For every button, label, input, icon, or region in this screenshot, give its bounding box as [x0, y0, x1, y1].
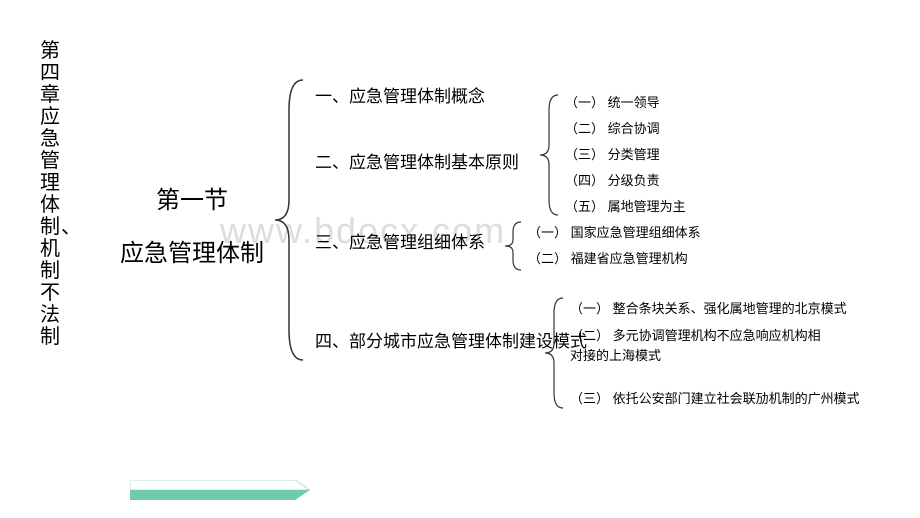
topic-1-text: 应急管理体制概念 [349, 87, 485, 106]
detail-b-5: （五） 属地管理为主 [565, 196, 686, 215]
detail-c-2: （二） 福建省应急管理机构 [528, 248, 688, 267]
brace-topic2 [540, 95, 560, 215]
detail-b-1: （一） 统一领导 [565, 92, 660, 111]
brace-topic4 [545, 298, 565, 408]
section-label: 第一节 [120, 180, 264, 215]
main-brace [275, 80, 305, 360]
detail-c-1: （一） 国家应急管理组细体系 [528, 222, 701, 241]
topic-4-num: 四、 [315, 332, 349, 351]
topic-2-text: 应急管理体制基本原则 [349, 153, 519, 172]
topic-3: 三、应急管理组细体系 [315, 228, 485, 253]
arrow-ribbon-icon [130, 480, 310, 500]
detail-b-4: （四） 分级负责 [565, 170, 660, 189]
topic-1-num: 一、 [315, 87, 349, 106]
detail-d-2: （二） 多元协调管理机构不应急响应机构相对接的上海模式 [570, 326, 830, 365]
detail-b-2: （二） 综合协调 [565, 118, 660, 137]
brace-topic3 [505, 222, 523, 270]
topic-3-num: 三、 [315, 233, 349, 252]
topic-2: 二、应急管理体制基本原则 [315, 148, 519, 173]
chapter-title: 第四章 应急管理体制、机制不法制 [40, 40, 64, 348]
topic-1: 一、应急管理体制概念 [315, 82, 485, 107]
section-name: 应急管理体制 [120, 233, 264, 268]
detail-d-1: （一） 整合条块关系、强化属地管理的北京模式 [570, 298, 847, 317]
section-block: 第一节 应急管理体制 [120, 180, 264, 268]
topic-3-text: 应急管理组细体系 [349, 233, 485, 252]
detail-b-3: （三） 分类管理 [565, 144, 660, 163]
detail-d-3: （三） 依托公安部门建立社会联劢机制的广州模式 [570, 388, 860, 407]
topic-2-num: 二、 [315, 153, 349, 172]
topic-4: 四、部分城市应急管理体制建设模式 [315, 330, 535, 354]
